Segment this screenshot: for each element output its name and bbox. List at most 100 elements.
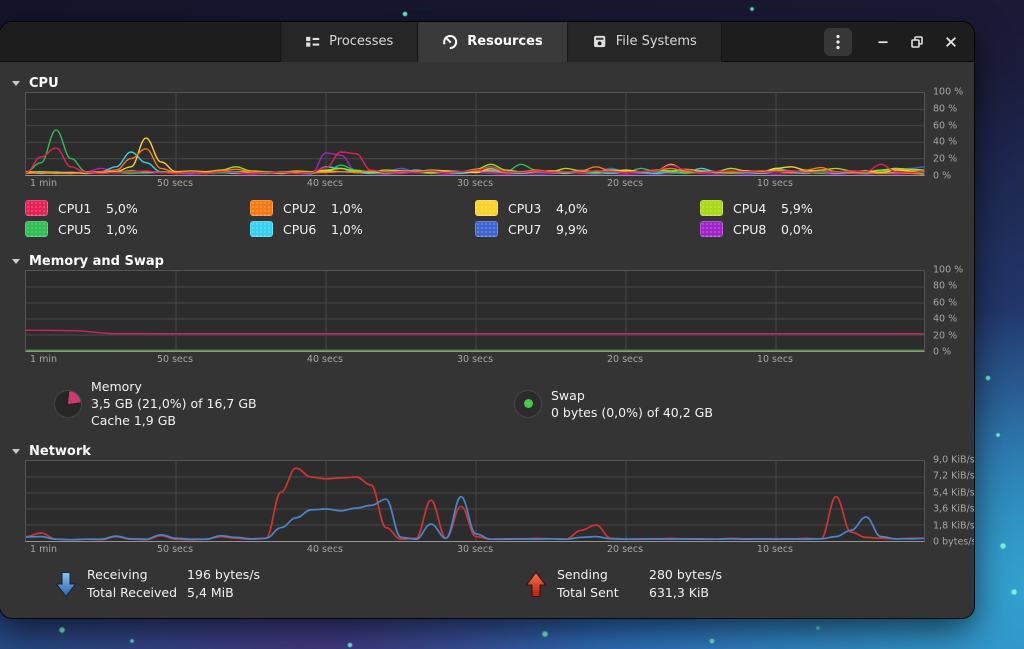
swap-usage: 0 bytes (0,0%) of 40,2 GB bbox=[551, 404, 713, 420]
swap-label: Swap bbox=[551, 387, 585, 403]
system-monitor-window: Processes Resources File Systems bbox=[0, 22, 974, 618]
receiving-legend-item: Receiving 196 bytes/s Total Received 5,4… bbox=[55, 566, 525, 602]
cpu-legend-item: CPU5 1,0% bbox=[25, 220, 250, 238]
close-button[interactable] bbox=[938, 29, 964, 55]
y-tick-label: 40 % bbox=[933, 313, 958, 325]
memory-pie-icon[interactable] bbox=[55, 390, 81, 417]
cpu-value: 0,0% bbox=[781, 221, 813, 237]
memory-chart: 1 min 50 secs 40 secs 30 secs 20 secs 10 secs… bbox=[25, 265, 963, 366]
cpu-color-swatch[interactable] bbox=[250, 200, 273, 216]
memory-collapse-icon[interactable] bbox=[12, 258, 20, 264]
tab-file-systems-label: File Systems bbox=[615, 34, 697, 49]
total-sent-label: Total Sent bbox=[557, 585, 619, 600]
cpu-color-swatch[interactable] bbox=[700, 200, 723, 216]
network-legend: Receiving 196 bytes/s Total Received 5,4… bbox=[55, 566, 955, 602]
cpu-name: CPU7 bbox=[508, 221, 542, 237]
cpu-value: 1,0% bbox=[331, 200, 363, 216]
cpu-collapse-icon[interactable] bbox=[12, 80, 20, 86]
x-tick-label: 1 min bbox=[30, 544, 57, 555]
swap-pie-icon[interactable] bbox=[515, 390, 541, 417]
cpu-color-swatch[interactable] bbox=[25, 200, 48, 216]
swap-legend-item: Swap 0 bytes (0,0%) of 40,2 GB bbox=[515, 378, 713, 429]
x-tick-label: 1 min bbox=[30, 354, 57, 365]
network-collapse-icon[interactable] bbox=[12, 448, 20, 454]
cpu-section-header[interactable]: CPU bbox=[0, 74, 974, 92]
cpu-color-swatch[interactable] bbox=[475, 221, 498, 237]
total-received-label: Total Received bbox=[87, 585, 178, 600]
y-tick-label: 20 % bbox=[933, 330, 958, 342]
x-tick-label: 10 secs bbox=[756, 354, 794, 365]
cpu-legend-item: CPU6 1,0% bbox=[250, 220, 475, 238]
titlebar[interactable]: Processes Resources File Systems bbox=[0, 22, 974, 62]
cpu-color-swatch[interactable] bbox=[700, 221, 723, 237]
y-tick-label: 60 % bbox=[933, 297, 958, 309]
x-tick-label: 50 secs bbox=[156, 178, 194, 189]
cpu-x-axis: 1 min 50 secs 40 secs 30 secs 20 secs 10 secs bbox=[25, 176, 925, 190]
processes-icon bbox=[306, 36, 320, 47]
tab-file-systems[interactable]: File Systems bbox=[567, 22, 722, 62]
x-tick-label: 20 secs bbox=[606, 354, 644, 365]
cpu-legend-item: CPU1 5,0% bbox=[25, 199, 250, 217]
tab-resources[interactable]: Resources bbox=[418, 22, 568, 62]
y-tick-label: 100 % bbox=[933, 86, 964, 98]
cpu-color-swatch[interactable] bbox=[25, 221, 48, 237]
y-tick-label: 0 % bbox=[933, 170, 952, 182]
primary-menu-button[interactable] bbox=[824, 28, 852, 56]
cpu-legend-item: CPU3 4,0% bbox=[475, 199, 700, 217]
receiving-value: 196 bytes/s bbox=[187, 567, 261, 582]
x-tick-label: 50 secs bbox=[156, 544, 194, 555]
cpu-name: CPU6 bbox=[283, 221, 317, 237]
network-section-header[interactable]: Network bbox=[0, 442, 974, 460]
y-tick-label: 100 % bbox=[933, 264, 964, 276]
y-tick-label: 5,4 KiB/s bbox=[933, 487, 974, 499]
cpu-value: 4,0% bbox=[556, 200, 588, 216]
x-tick-label: 20 secs bbox=[606, 178, 644, 189]
x-tick-label: 40 secs bbox=[306, 544, 344, 555]
memory-section-title: Memory and Swap bbox=[29, 253, 164, 269]
file-systems-icon bbox=[593, 35, 605, 48]
cpu-value: 1,0% bbox=[106, 221, 138, 237]
minimize-icon bbox=[878, 41, 888, 44]
x-tick-label: 30 secs bbox=[456, 354, 494, 365]
restore-button[interactable] bbox=[904, 29, 930, 55]
y-tick-label: 0 bytes/s bbox=[933, 536, 974, 548]
tab-processes-label: Processes bbox=[329, 34, 394, 49]
x-tick-label: 30 secs bbox=[456, 178, 494, 189]
network-section-title: Network bbox=[29, 443, 91, 459]
receiving-label: Receiving bbox=[87, 567, 148, 582]
window-controls bbox=[824, 22, 964, 62]
cpu-value: 9,9% bbox=[556, 221, 588, 237]
cpu-name: CPU1 bbox=[58, 200, 92, 216]
x-tick-label: 50 secs bbox=[156, 354, 194, 365]
cpu-color-swatch[interactable] bbox=[250, 221, 273, 237]
y-tick-label: 9,0 KiB/s bbox=[933, 454, 974, 466]
y-tick-label: 80 % bbox=[933, 280, 958, 292]
y-tick-label: 0 % bbox=[933, 346, 952, 358]
memory-x-axis: 1 min 50 secs 40 secs 30 secs 20 secs 10 secs bbox=[25, 352, 925, 366]
cpu-legend: CPU1 5,0% CPU2 1,0% CPU3 4,0% CPU4 5,9% CPU5 1,0%… bbox=[25, 199, 925, 238]
sending-legend-item: Sending 280 bytes/s Total Sent 631,3 KiB bbox=[525, 566, 722, 602]
memory-swap-legend: Memory 3,5 GB (21,0%) of 16,7 GB Cache 1… bbox=[55, 378, 955, 429]
memory-y-axis: 0 % 20 % 40 % 60 % 80 % 100 % bbox=[926, 265, 974, 358]
cpu-color-swatch[interactable] bbox=[475, 200, 498, 216]
cpu-section-title: CPU bbox=[29, 75, 59, 91]
tab-processes[interactable]: Processes bbox=[280, 22, 419, 62]
y-tick-label: 7,2 KiB/s bbox=[933, 470, 974, 482]
restore-icon bbox=[911, 36, 923, 48]
memory-graph bbox=[25, 270, 925, 352]
minimize-button[interactable] bbox=[870, 29, 896, 55]
memory-section-header[interactable]: Memory and Swap bbox=[0, 252, 974, 270]
resources-view: CPU 1 min 50 secs 40 secs 30 secs 20 secs 10 … bbox=[0, 74, 974, 602]
cpu-name: CPU8 bbox=[733, 221, 767, 237]
memory-cache: Cache 1,9 GB bbox=[91, 413, 176, 428]
total-received-value: 5,4 MiB bbox=[187, 585, 234, 600]
y-tick-label: 1,8 KiB/s bbox=[933, 520, 974, 532]
y-tick-label: 60 % bbox=[933, 120, 958, 132]
cpu-name: CPU4 bbox=[733, 200, 767, 216]
x-tick-label: 10 secs bbox=[756, 544, 794, 555]
total-sent-value: 631,3 KiB bbox=[649, 585, 710, 600]
cpu-legend-item: CPU4 5,9% bbox=[700, 199, 925, 217]
x-tick-label: 40 secs bbox=[306, 354, 344, 365]
network-chart: 1 min 50 secs 40 secs 30 secs 20 secs 10 secs… bbox=[25, 455, 974, 556]
memory-label: Memory bbox=[91, 379, 142, 394]
